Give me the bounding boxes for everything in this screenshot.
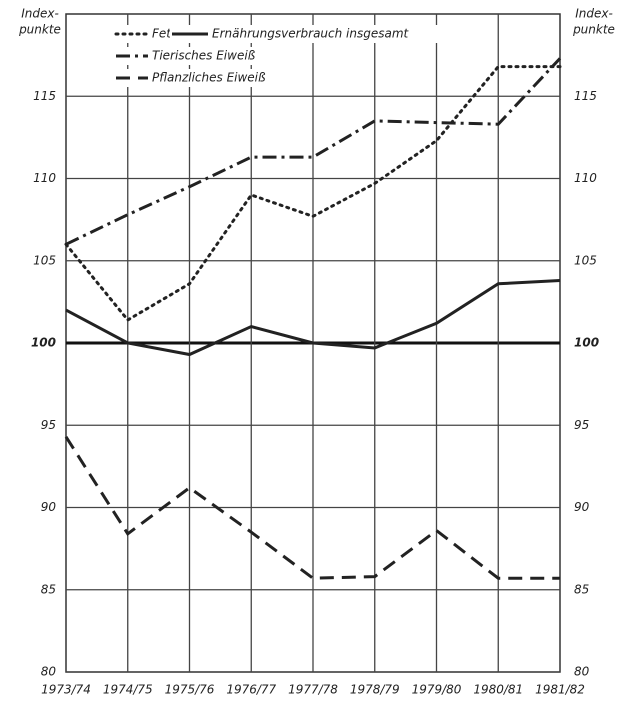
- legend-bg: [114, 47, 290, 65]
- y2-tick-label: 90: [574, 500, 590, 514]
- y-tick-label: 105: [33, 253, 56, 267]
- y-tick-label: 100: [31, 336, 56, 350]
- y2-axis-label: punkte: [572, 23, 615, 37]
- legend-bg: [170, 25, 460, 43]
- x-tick-label: 1976/77: [226, 683, 276, 697]
- series-line: [64, 435, 560, 580]
- x-tick-label: 1978/79: [350, 683, 400, 697]
- y-tick-label: 90: [41, 500, 57, 514]
- y-axis-label: punkte: [18, 23, 61, 37]
- x-tick-label: 1974/75: [103, 683, 153, 697]
- series-line: [64, 65, 562, 322]
- y-tick-label: 110: [33, 171, 56, 185]
- legend-bg: [114, 69, 290, 87]
- x-tick-label: 1980/81: [473, 683, 523, 697]
- y2-tick-label: 80: [574, 665, 590, 679]
- x-tick-label: 1979/80: [412, 683, 462, 697]
- y-tick-label: 95: [41, 418, 56, 432]
- y2-tick-label: 95: [574, 418, 589, 432]
- series-line: [65, 278, 561, 357]
- y-tick-label: 80: [41, 665, 57, 679]
- y-axis-label: Index-: [21, 7, 59, 21]
- x-tick-label: 1973/74: [41, 683, 91, 697]
- x-tick-label: 1981/82: [535, 683, 585, 697]
- y2-tick-label: 85: [574, 582, 589, 596]
- x-tick-label: 1975/76: [165, 683, 215, 697]
- y2-axis-label: Index-: [575, 7, 613, 21]
- legend-label: Tierisches Eiweiß: [152, 49, 256, 63]
- y2-tick-label: 105: [574, 253, 597, 267]
- y-tick-label: 115: [33, 89, 56, 103]
- y2-tick-label: 115: [574, 89, 597, 103]
- series-line: [65, 57, 562, 246]
- y2-tick-label: 100: [574, 336, 599, 350]
- legend-label: Ernährungsverbrauch insgesamt: [212, 27, 410, 41]
- legend-label: Pflanzliches Eiweiß: [152, 71, 266, 85]
- x-tick-label: 1977/78: [288, 683, 338, 697]
- y2-tick-label: 110: [574, 171, 597, 185]
- y-tick-label: 85: [41, 582, 56, 596]
